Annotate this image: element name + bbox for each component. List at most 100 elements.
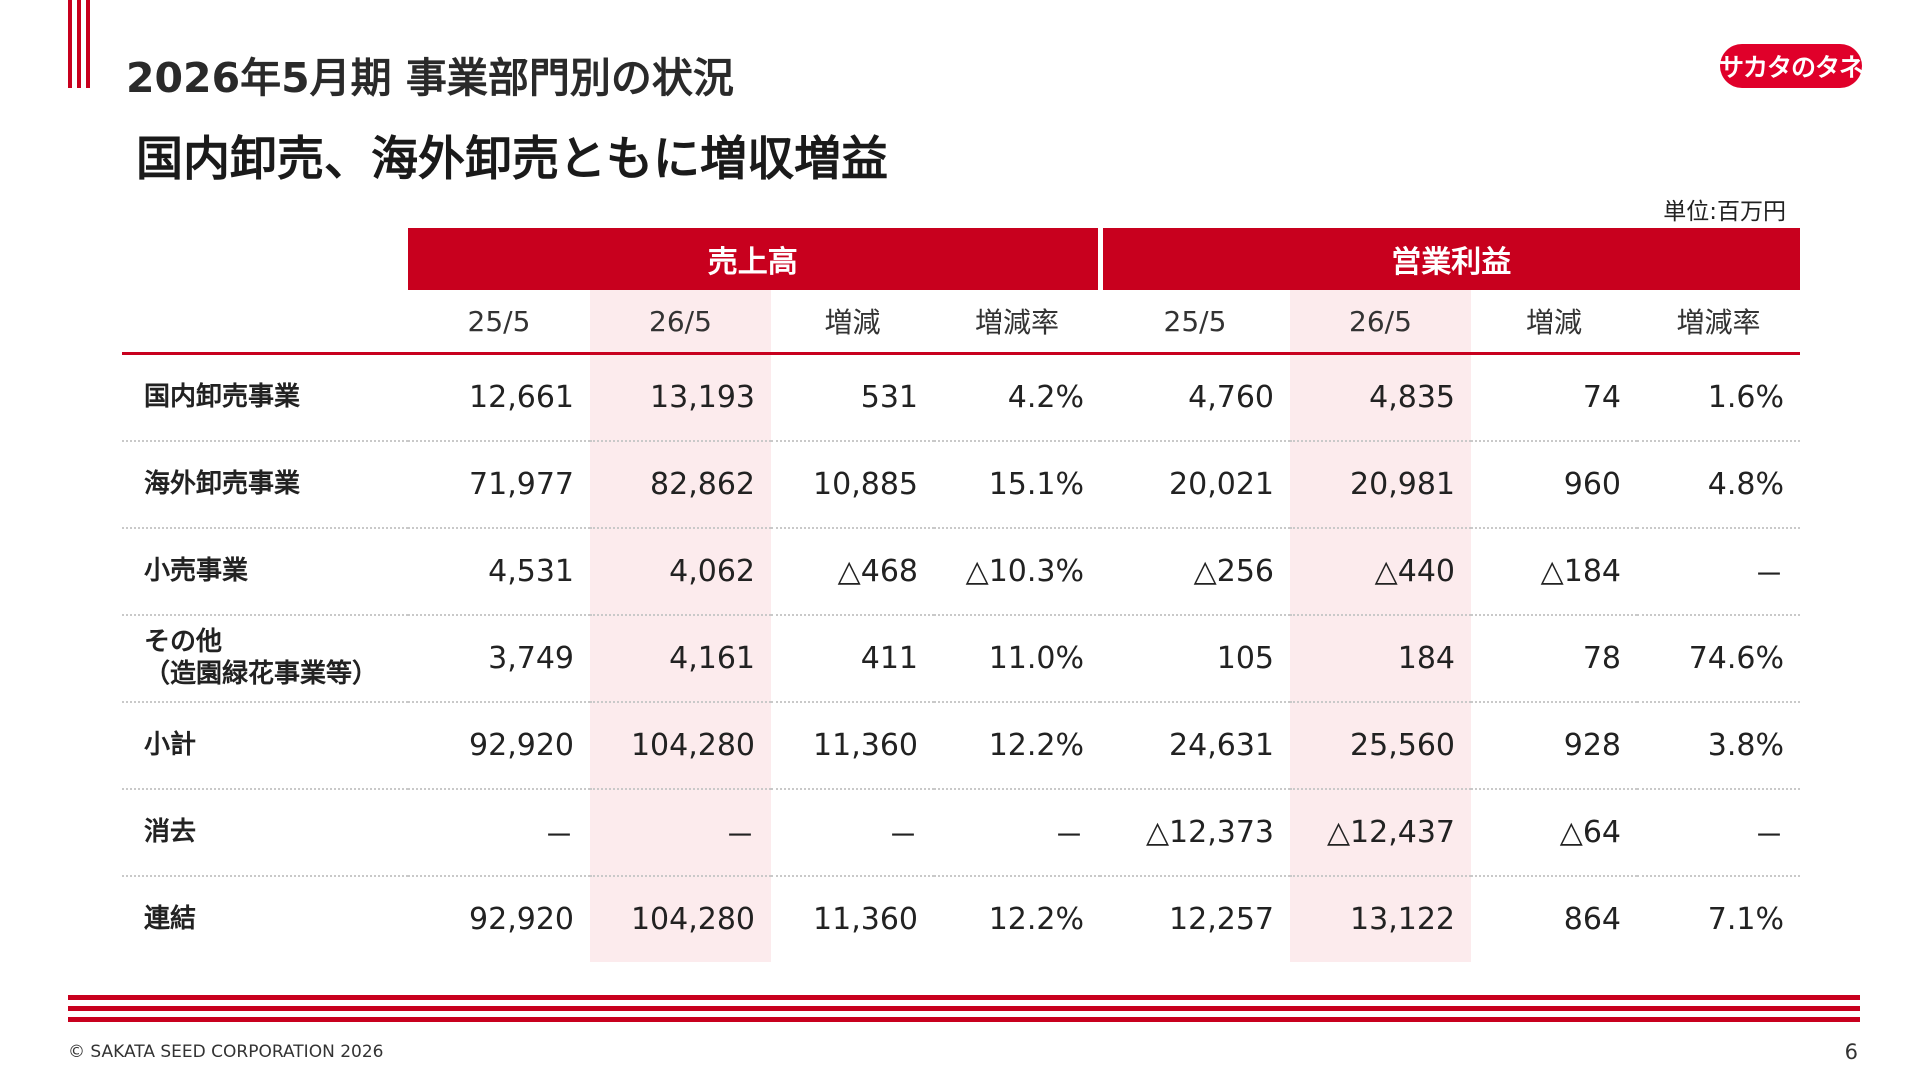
table-cell: － (590, 789, 771, 877)
table-cell: △10.3% (934, 528, 1100, 616)
table-cell: 3,749 (408, 615, 590, 703)
unit-label: 単位:百万円 (1663, 199, 1786, 225)
table-cell: 78 (1471, 615, 1637, 703)
table-cell: 20,981 (1290, 441, 1471, 529)
table-cell: 15.1% (934, 441, 1100, 529)
table-cell: 104,280 (590, 876, 771, 962)
table-cell: 11.0% (934, 615, 1100, 703)
column-header: 26/5 (590, 290, 771, 355)
row-label-text: 小計 (144, 729, 197, 760)
row-label-text: 連結 (144, 903, 197, 934)
table-row: 国内卸売事業 12,661 13,193 531 4.2% 4,760 4,835 74 1.6… (122, 353, 1800, 442)
column-header-blank (122, 290, 408, 355)
row-label: 小売事業 (122, 528, 408, 616)
table-cell: △12,373 (1100, 789, 1290, 877)
table-cell: 531 (771, 353, 934, 442)
table-cell: 71,977 (408, 441, 590, 529)
table-cell: 12,661 (408, 353, 590, 442)
table-row: 小計 92,920 104,280 11,360 12.2% 24,631 25,560 92… (122, 702, 1800, 790)
column-header: 増減 (771, 290, 934, 355)
row-label: 国内卸売事業 (122, 353, 408, 442)
table-cell: △12,437 (1290, 789, 1471, 877)
group-header-sales: 売上高 (408, 228, 1100, 290)
column-header: 増減率 (934, 290, 1100, 355)
table-row: 海外卸売事業 71,977 82,862 10,885 15.1% 20,021 20,98… (122, 441, 1800, 529)
table-cell: 4,161 (590, 615, 771, 703)
row-label-text: 小売事業 (144, 555, 249, 586)
table-cell: 11,360 (813, 902, 918, 937)
table-row: 連結 92,920 104,280 11,360 12.2% 12,257 13,122 86… (122, 876, 1800, 962)
table-row: 消去－－－－ △12,373 △12,437 △64 － (122, 789, 1800, 877)
row-label-text: 国内卸売事業 (144, 381, 301, 412)
table-cell: △440 (1290, 528, 1471, 616)
segment-table: 売上高 営業利益 25/5 26/5 増減 増減率 25/5 26/5 増減 増… (122, 228, 1800, 962)
table-cell: 4,760 (1100, 353, 1290, 442)
table-cell: － (1637, 528, 1800, 616)
column-header: 増減 (1471, 290, 1637, 355)
table-cell: 11,360 (771, 702, 934, 790)
table-cell: 74 (1471, 353, 1637, 442)
table-cell: － (1637, 789, 1800, 877)
table-cell: △64 (1471, 789, 1637, 877)
column-header-row: 25/5 26/5 増減 増減率 25/5 26/5 増減 増減率 (122, 290, 1800, 355)
row-label-text: 海外卸売事業 (144, 468, 301, 499)
table-cell: 74.6% (1637, 615, 1800, 703)
table-cell: 864 (1563, 902, 1621, 937)
table-cell: － (408, 789, 590, 877)
group-header-blank (122, 228, 408, 290)
table-cell: △256 (1100, 528, 1290, 616)
table-cell: 92,920 (408, 702, 590, 790)
table-cell: 4,062 (590, 528, 771, 616)
table-cell: 411 (771, 615, 934, 703)
title-decoration-bars (68, 0, 98, 88)
table-cell: － (771, 789, 934, 877)
page-number: 6 (1844, 1040, 1858, 1064)
table-cell: 4,531 (408, 528, 590, 616)
table-cell: 20,021 (1100, 441, 1290, 529)
table-cell: 1.6% (1637, 353, 1800, 442)
table-cell: － (934, 789, 1100, 877)
column-header: 25/5 (1100, 290, 1290, 355)
column-header: 26/5 (1290, 290, 1471, 355)
column-header: 25/5 (408, 290, 590, 355)
table-cell: 4.2% (934, 353, 1100, 442)
copyright: © SAKATA SEED CORPORATION 2026 (68, 1042, 384, 1062)
table-cell: 13,122 (1290, 876, 1471, 962)
table-cell: 7.1% (1707, 902, 1784, 937)
table-cell: △468 (771, 528, 934, 616)
table-row: その他 （造園緑花事業等） 3,749 4,161 411 11.0% 105 184 78 74… (122, 615, 1800, 703)
row-label-text: その他 (144, 627, 223, 658)
table-cell: 12.2% (934, 702, 1100, 790)
table-cell: 104,280 (590, 702, 771, 790)
row-label-subtext: （造園緑花事業等） (144, 658, 379, 689)
table-cell: △184 (1471, 528, 1637, 616)
table-cell: 4.8% (1637, 441, 1800, 529)
column-header: 増減率 (1637, 290, 1800, 355)
table-cell: 24,631 (1100, 702, 1290, 790)
row-label: 小計 (122, 702, 408, 790)
table-cell: 82,862 (590, 441, 771, 529)
table-cell: 960 (1471, 441, 1637, 529)
row-label: 連結 (122, 876, 408, 962)
table-cell: 12,257 (1169, 902, 1274, 937)
table-cell: 13,193 (590, 353, 771, 442)
group-header-row: 売上高 営業利益 (122, 228, 1800, 290)
row-label: 海外卸売事業 (122, 441, 408, 529)
table-row: 小売事業 4,531 4,062 △468 △10.3% △256 △440 △184 － (122, 528, 1800, 616)
table-cell: 928 (1471, 702, 1637, 790)
company-logo: サカタのタネ (1719, 44, 1864, 88)
table-cell: 92,920 (469, 902, 574, 937)
table-cell: 12.2% (988, 902, 1084, 937)
headline: 国内卸売、海外卸売ともに増収増益 (136, 132, 888, 187)
footer-lines (68, 995, 1860, 1023)
row-label: 消去 (122, 789, 408, 877)
group-header-operating-profit: 営業利益 (1097, 228, 1800, 290)
table-cell: 10,885 (771, 441, 934, 529)
table-cell: 184 (1290, 615, 1471, 703)
table-cell: 105 (1100, 615, 1290, 703)
page-title: 2026年5月期 事業部門別の状況 (126, 54, 734, 102)
row-label: その他 （造園緑花事業等） (122, 615, 408, 703)
row-label-text: 消去 (144, 816, 197, 847)
table-cell: 3.8% (1637, 702, 1800, 790)
table-cell: 4,835 (1290, 353, 1471, 442)
